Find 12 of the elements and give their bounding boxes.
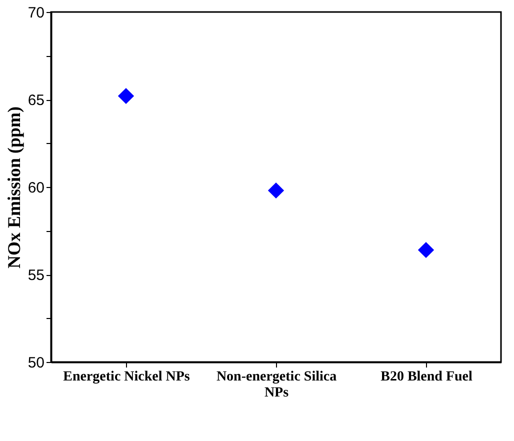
y-axis-title: NOx Emission (ppm): [4, 106, 24, 269]
y-tick-label: 65: [28, 92, 44, 109]
point: [268, 182, 284, 199]
y-tick-label: 50: [28, 354, 44, 372]
y-tick-label: 70: [28, 4, 44, 22]
x-tick-label: Energetic Nickel NPs: [63, 370, 190, 384]
point: [418, 242, 434, 258]
x-tick-label: Non-energetic Silica NPs: [216, 370, 337, 400]
y-tick-label: 55: [28, 267, 44, 284]
x-tick-label: B20 Blend Fuel: [380, 370, 473, 384]
y-tick-label: 60: [28, 180, 44, 196]
point: [118, 88, 134, 104]
